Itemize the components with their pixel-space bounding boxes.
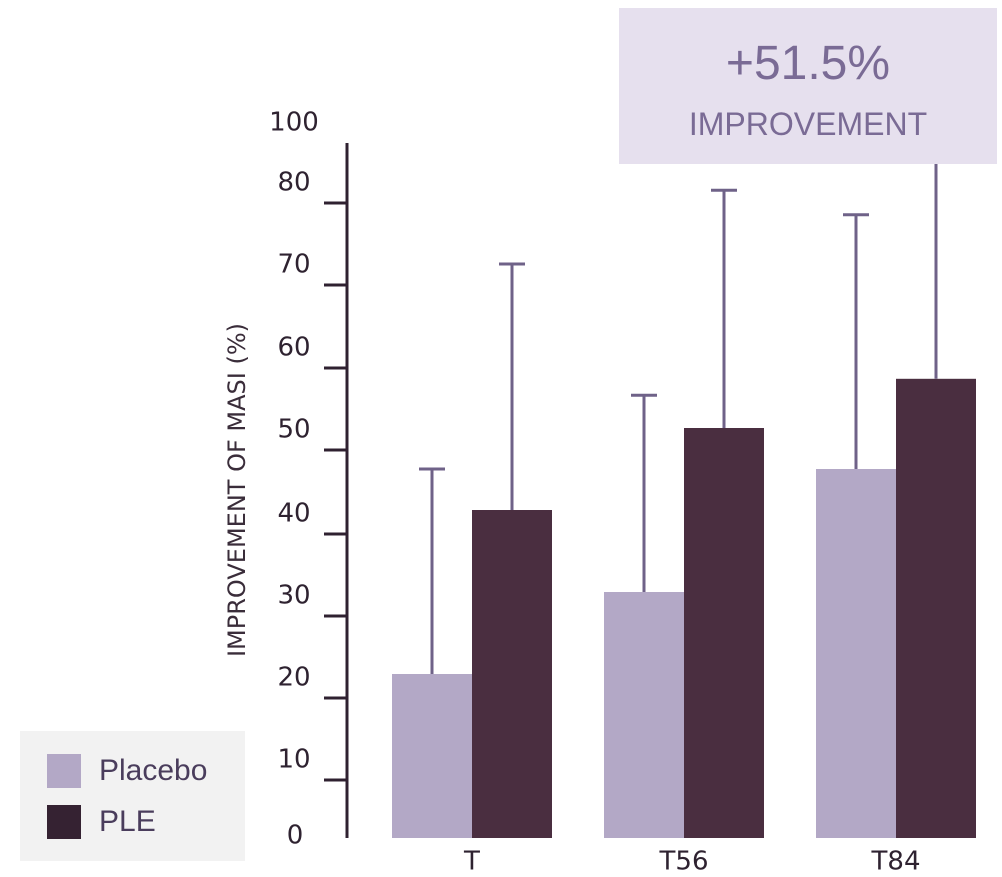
y-axis bbox=[324, 143, 349, 838]
y-tick-label-40: 40 bbox=[277, 499, 310, 529]
error-bar-placebo-t bbox=[419, 467, 445, 674]
y-tick-label-30: 30 bbox=[277, 581, 310, 611]
y-tick-label-80: 80 bbox=[277, 168, 310, 198]
legend: Placebo PLE bbox=[20, 731, 245, 861]
bar-ple-t bbox=[472, 510, 552, 838]
y-tick-labels: 0 10 20 30 40 50 60 70 80 100 bbox=[269, 108, 319, 851]
bar-ple-t84 bbox=[896, 378, 976, 838]
improvement-callout: +51.5% IMPROVEMENT bbox=[619, 8, 997, 164]
bar-placebo-t56 bbox=[604, 592, 684, 838]
y-axis-title: IMPROVEMENT OF MASI (%) bbox=[223, 323, 251, 657]
legend-label-placebo: Placebo bbox=[99, 754, 208, 787]
legend-item-ple: PLE bbox=[47, 805, 156, 839]
x-category-label-t56: T56 bbox=[659, 847, 709, 877]
x-category-labels: T T56 T84 bbox=[463, 847, 920, 877]
error-bar-ple-t56 bbox=[711, 188, 737, 428]
legend-swatch-placebo bbox=[47, 754, 81, 788]
y-tick-label-50: 50 bbox=[277, 415, 310, 445]
callout-label: IMPROVEMENT bbox=[688, 106, 928, 142]
bar-placebo-t bbox=[392, 674, 472, 838]
y-tick-label-70: 70 bbox=[277, 250, 310, 280]
bar-placebo-t84 bbox=[816, 469, 896, 838]
callout-value: +51.5% bbox=[725, 37, 891, 90]
y-tick-label-100: 100 bbox=[269, 108, 319, 138]
bars-layer bbox=[392, 378, 976, 838]
error-bars-layer bbox=[419, 90, 949, 674]
y-tick-label-10: 10 bbox=[277, 745, 310, 775]
y-tick-label-20: 20 bbox=[277, 663, 310, 693]
legend-label-ple: PLE bbox=[99, 805, 156, 838]
error-bar-ple-t bbox=[499, 262, 525, 510]
legend-item-placebo: Placebo bbox=[47, 754, 207, 788]
error-bar-placebo-t56 bbox=[631, 393, 657, 592]
y-tick-label-0: 0 bbox=[287, 821, 304, 851]
bar-ple-t56 bbox=[684, 428, 764, 838]
x-category-label-t: T bbox=[463, 847, 480, 877]
x-category-label-t84: T84 bbox=[871, 847, 921, 877]
legend-swatch-ple bbox=[47, 805, 81, 839]
error-bar-placebo-t84 bbox=[843, 213, 869, 469]
y-tick-label-60: 60 bbox=[277, 333, 310, 363]
